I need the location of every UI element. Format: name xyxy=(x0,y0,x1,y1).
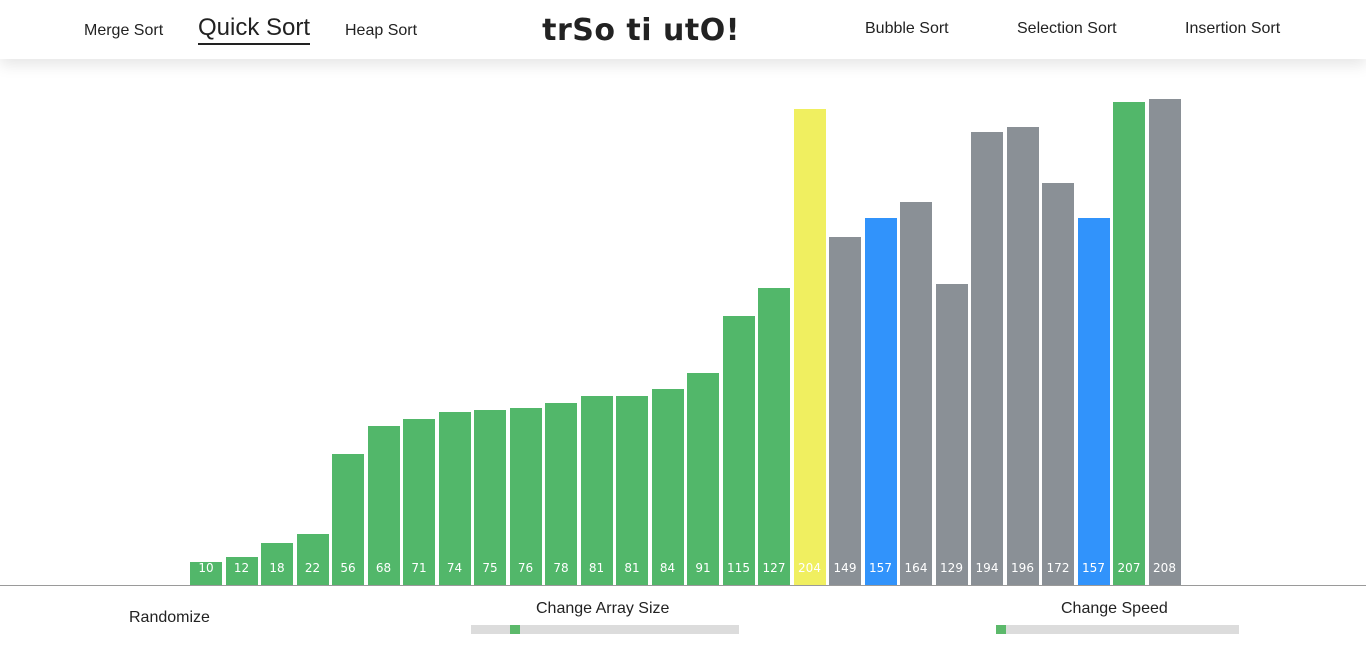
randomize-button[interactable]: Randomize xyxy=(129,609,210,626)
bar-value-label: 91 xyxy=(695,561,711,575)
top-nav: Merge Sort Quick Sort Heap Sort trSo ti … xyxy=(0,0,1366,59)
bar-20: 164 xyxy=(900,202,932,585)
bar-15: 115 xyxy=(722,316,755,585)
bar-19: 157 xyxy=(864,218,897,585)
bar-9: 76 xyxy=(509,408,542,585)
bar-13: 84 xyxy=(651,389,684,585)
bar-24: 172 xyxy=(1042,183,1074,585)
speed-slider[interactable] xyxy=(996,625,1239,634)
nav-merge-sort[interactable]: Merge Sort xyxy=(84,22,164,39)
bar-value-label: 18 xyxy=(269,561,285,575)
bar-value-label: 164 xyxy=(904,561,928,575)
bar-value-label: 12 xyxy=(233,561,250,575)
bar-value-label: 149 xyxy=(833,561,857,575)
bar-value-label: 208 xyxy=(1153,561,1176,575)
bar-6: 71 xyxy=(403,419,435,585)
bar-10: 78 xyxy=(545,403,577,585)
nav-quick-sort[interactable]: Quick Sort xyxy=(198,14,311,45)
bar-17: 204 xyxy=(793,109,826,585)
bar-chart: 10 12 18 22 56 68 71 74 75 76 78 81 81 84 91 115 127 204 1… xyxy=(0,59,1366,585)
bar-8: 75 xyxy=(474,410,506,585)
bar-2: 18 xyxy=(261,543,293,585)
bar-value-label: 84 xyxy=(659,561,676,575)
bar-value-label: 56 xyxy=(340,561,356,575)
nav-insertion-sort[interactable]: Insertion Sort xyxy=(1185,20,1281,37)
bar-11: 81 xyxy=(580,396,613,585)
bar-value-label: 10 xyxy=(198,561,214,575)
bar-value-label: 81 xyxy=(624,561,640,575)
bar-value-label: 68 xyxy=(375,561,392,575)
bar-16: 127 xyxy=(758,288,790,585)
bar-22: 194 xyxy=(971,132,1003,585)
speed-slider-thumb[interactable] xyxy=(996,625,1006,634)
bar-4: 56 xyxy=(332,454,364,585)
bar-value-label: 127 xyxy=(762,561,786,575)
bar-value-label: 75 xyxy=(482,561,498,575)
bar-value-label: 129 xyxy=(940,561,963,575)
bar-value-label: 81 xyxy=(588,561,605,575)
bar-12: 81 xyxy=(616,396,648,585)
bar-value-label: 74 xyxy=(446,561,463,575)
bar-0: 10 xyxy=(190,561,222,585)
bar-5: 68 xyxy=(367,426,400,585)
bar-23: 196 xyxy=(1006,127,1039,585)
bar-26: 207 xyxy=(1113,102,1145,585)
bar-value-label: 194 xyxy=(975,561,999,575)
bar-value-label: 204 xyxy=(798,561,821,575)
bar-value-label: 71 xyxy=(411,561,427,575)
bar-value-label: 196 xyxy=(1011,561,1034,575)
nav-heap-sort[interactable]: Heap Sort xyxy=(345,22,418,39)
bar-value-label: 22 xyxy=(304,561,321,575)
bar-value-label: 157 xyxy=(1082,561,1105,575)
chart-baseline xyxy=(0,585,1366,586)
bar-1: 12 xyxy=(225,557,258,585)
bar-18: 149 xyxy=(829,237,861,585)
array-size-label: Change Array Size xyxy=(536,600,670,617)
bar-value-label: 157 xyxy=(869,561,892,575)
bar-value-label: 115 xyxy=(727,561,750,575)
bar-value-label: 207 xyxy=(1117,561,1141,575)
array-size-slider-thumb[interactable] xyxy=(510,625,520,634)
bar-21: 129 xyxy=(935,284,968,585)
page-title: trSo ti utO! xyxy=(542,13,740,48)
bar-14: 91 xyxy=(687,373,719,585)
bar-25: 157 xyxy=(1077,218,1110,585)
nav-bubble-sort[interactable]: Bubble Sort xyxy=(865,20,949,37)
array-size-slider[interactable] xyxy=(471,625,739,634)
bar-value-label: 78 xyxy=(553,561,569,575)
bar-value-label: 172 xyxy=(1046,561,1070,575)
bar-3: 22 xyxy=(296,534,329,585)
bar-27: 208 xyxy=(1148,99,1181,585)
bar-7: 74 xyxy=(438,412,471,585)
speed-label: Change Speed xyxy=(1061,600,1168,617)
nav-selection-sort[interactable]: Selection Sort xyxy=(1017,20,1117,37)
bar-value-label: 76 xyxy=(517,561,534,575)
